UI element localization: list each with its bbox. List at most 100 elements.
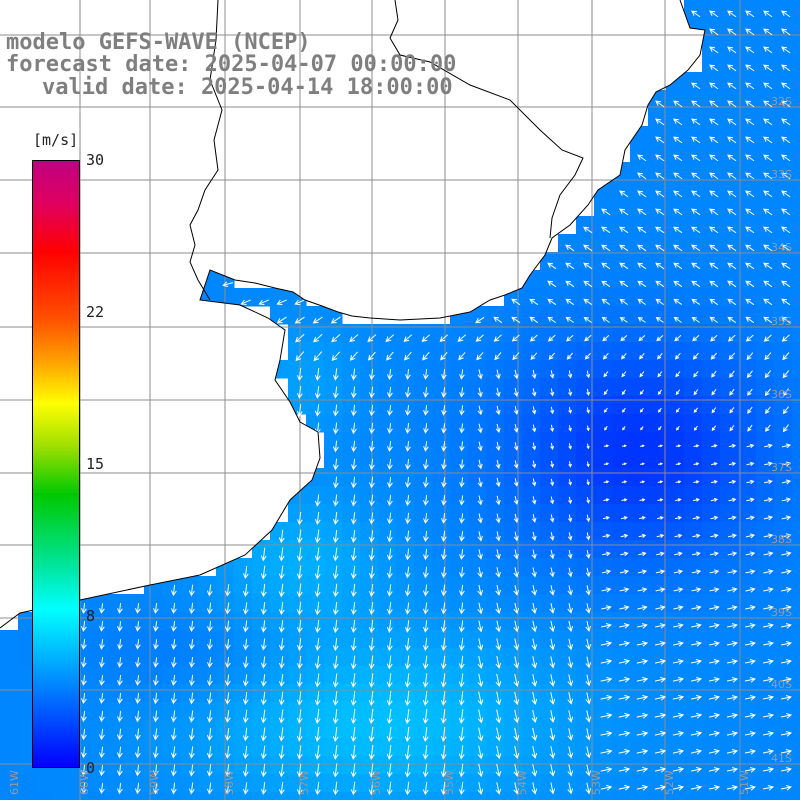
wind-cell [144, 774, 163, 793]
wind-cell [396, 540, 415, 559]
wind-cell [720, 792, 739, 800]
wind-arrow [81, 710, 87, 723]
wind-cell [288, 324, 307, 343]
wind-arrow [601, 316, 610, 323]
wind-cell [180, 648, 199, 667]
wind-cell [666, 288, 685, 307]
wind-arrow [568, 388, 573, 397]
wind-arrow [224, 584, 231, 597]
wind-cell [540, 666, 559, 685]
wind-arrow [207, 638, 213, 651]
wind-cell [738, 198, 757, 217]
wind-arrow [531, 513, 537, 523]
wind-arrow [368, 637, 375, 652]
wind-cell [450, 756, 469, 775]
wind-arrow [600, 730, 613, 737]
wind-cell [738, 558, 757, 577]
wind-arrow [549, 728, 556, 741]
wind-arrow [314, 368, 321, 381]
wind-arrow [441, 459, 447, 470]
wind-arrow [726, 713, 739, 719]
wind-arrow [188, 692, 195, 705]
wind-cell [450, 432, 469, 451]
wind-arrow [477, 763, 484, 778]
wind-arrow [387, 404, 393, 417]
wind-cell [0, 684, 19, 703]
wind-cell [684, 234, 703, 253]
wind-arrow [81, 675, 87, 686]
wind-cell [90, 648, 109, 667]
wind-arrow [531, 782, 538, 795]
wind-cell [324, 360, 343, 379]
wind-arrow [314, 511, 321, 526]
wind-cell [774, 342, 793, 361]
wind-arrow [222, 281, 234, 287]
wind-arrow [369, 386, 375, 399]
wind-arrow [189, 657, 195, 668]
wind-arrow [584, 334, 592, 342]
wind-cell [774, 234, 793, 253]
wind-arrow [440, 655, 447, 670]
wind-cell [756, 324, 775, 343]
wind-cell [792, 576, 800, 595]
wind-arrow [781, 767, 792, 773]
wind-cell [684, 612, 703, 631]
wind-cell [684, 414, 703, 433]
wind-cell [738, 252, 757, 271]
wind-cell [630, 522, 649, 541]
wind-arrow [404, 690, 411, 707]
wind-cell [558, 522, 577, 541]
wind-cell [432, 648, 451, 667]
wind-arrow [618, 658, 631, 665]
wind-arrow [675, 389, 681, 396]
wind-arrow [531, 585, 537, 596]
wind-cell [126, 648, 145, 667]
wind-cell [450, 648, 469, 667]
wind-cell [648, 360, 667, 379]
lat-label: 34S [771, 241, 792, 254]
wind-arrow [513, 727, 520, 742]
wind-cell [738, 612, 757, 631]
wind-cell [342, 504, 361, 523]
wind-cell [792, 90, 800, 109]
wind-cell [738, 540, 757, 559]
wind-arrow [549, 710, 556, 723]
wind-cell [378, 414, 397, 433]
wind-arrow [422, 745, 429, 760]
wind-cell [450, 594, 469, 613]
wind-arrow [459, 477, 465, 488]
wind-cell [576, 234, 595, 253]
wind-cell [414, 684, 433, 703]
wind-arrow [726, 749, 739, 755]
wind-arrow [603, 371, 609, 378]
wind-cell [522, 432, 541, 451]
wind-arrow [673, 587, 684, 593]
wind-arrow [188, 710, 195, 723]
wind-arrow [477, 513, 483, 524]
wind-arrow [675, 444, 682, 448]
wind-arrow [691, 569, 702, 575]
wind-cell [630, 162, 649, 181]
wind-arrow [586, 514, 591, 523]
wind-arrow [477, 549, 483, 560]
wind-cell [612, 360, 631, 379]
wind-cell [486, 612, 505, 631]
wind-cell [324, 756, 343, 775]
wind-arrow [781, 334, 790, 342]
wind-arrow [386, 745, 393, 760]
wind-arrow [350, 637, 357, 652]
wind-arrow [206, 746, 213, 759]
wind-arrow [532, 424, 537, 433]
wind-arrow [81, 764, 87, 777]
wind-cell [468, 486, 487, 505]
wind-arrow [404, 673, 411, 688]
wind-cell [360, 648, 379, 667]
wind-cell [414, 432, 433, 451]
wind-arrow [405, 423, 411, 434]
wind-cell [414, 594, 433, 613]
wind-arrow [224, 782, 231, 795]
wind-cell [774, 270, 793, 289]
wind-arrow [586, 407, 590, 414]
wind-cell [792, 522, 800, 541]
